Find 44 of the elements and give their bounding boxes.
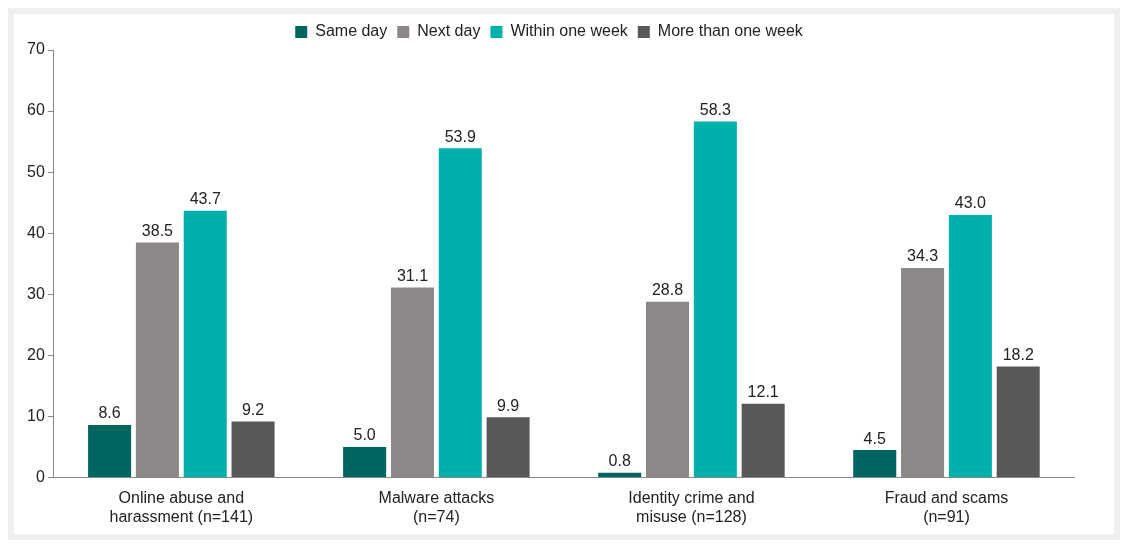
bar (853, 450, 897, 478)
legend-label: Same day (315, 22, 388, 40)
data-label: 28.8 (651, 281, 684, 299)
y-tick-label: 30 (27, 284, 45, 302)
y-tick-label: 50 (27, 162, 45, 180)
data-label: 34.3 (906, 247, 939, 265)
y-tick-label: 60 (27, 101, 45, 119)
bar (598, 472, 642, 478)
x-tick-label: Malware attacks (n=74) (378, 488, 495, 525)
y-tick-label: 0 (35, 468, 45, 486)
x-tick-label: Online abuse and harassment (n=141) (109, 488, 254, 525)
data-label: 43.7 (189, 190, 221, 208)
bar (183, 210, 227, 478)
bar (438, 148, 482, 478)
data-label: 31.1 (396, 267, 429, 285)
bar (693, 121, 737, 478)
bar (948, 214, 992, 478)
data-label: 4.5 (863, 429, 886, 447)
data-label: 12.1 (747, 383, 779, 401)
data-label: 5.0 (353, 426, 376, 444)
x-tick-label: Fraud and scams (n=91) (884, 488, 1009, 525)
data-label: 0.8 (608, 452, 631, 470)
data-label: 43.0 (954, 194, 987, 212)
data-label: 9.9 (496, 396, 520, 414)
y-tick-label: 40 (27, 223, 45, 241)
y-tick-label: 70 (27, 40, 45, 58)
bar (741, 403, 785, 478)
bar (231, 421, 275, 478)
legend-label: Within one week (510, 22, 629, 40)
data-label: 53.9 (444, 127, 476, 145)
bar (343, 447, 387, 478)
data-label: 8.6 (98, 404, 121, 422)
data-label: 58.3 (699, 100, 732, 118)
legend-label: More than one week (657, 22, 804, 40)
y-tick-label: 10 (27, 406, 45, 424)
data-label: 18.2 (1002, 345, 1034, 363)
data-label: 38.5 (141, 221, 174, 239)
data-label: 9.2 (241, 400, 265, 418)
bar (996, 366, 1040, 478)
legend-label: Next day (417, 22, 481, 40)
bar (88, 425, 132, 478)
y-tick-label: 20 (27, 345, 45, 363)
x-tick-label: Identity crime and misuse (n=128) (628, 488, 755, 525)
bar (486, 417, 530, 478)
